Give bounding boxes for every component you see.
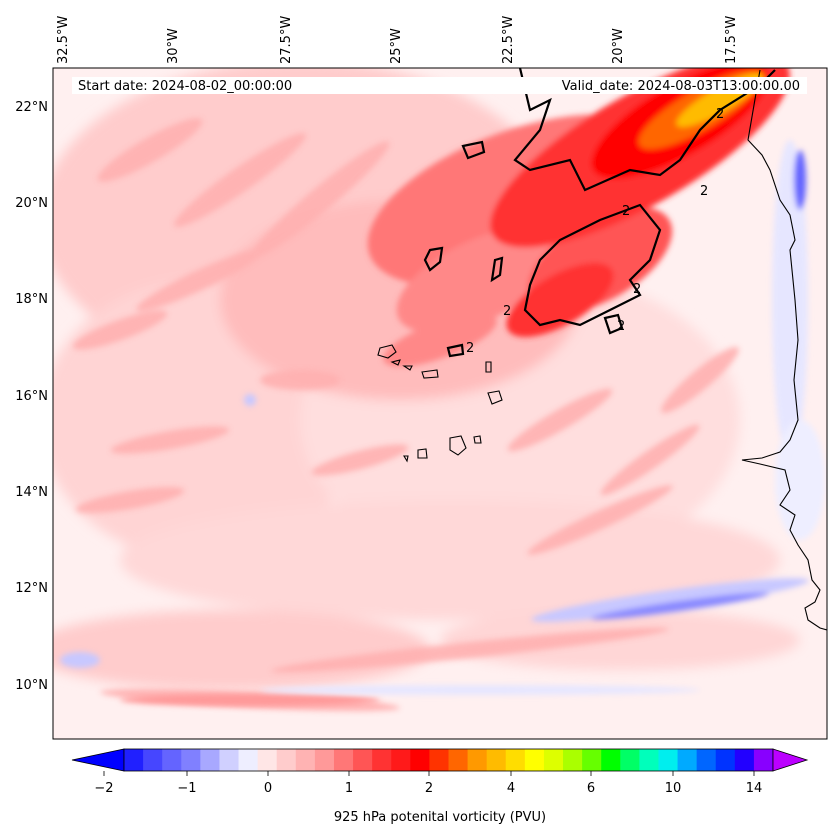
- colorbar-segment: [505, 749, 526, 771]
- lat-label: 22°N: [15, 100, 48, 115]
- colorbar-segment: [448, 749, 469, 771]
- colorbar-segment: [753, 749, 774, 771]
- lat-label: 14°N: [15, 485, 48, 500]
- colorbar-tick-label: 1: [345, 781, 353, 796]
- lat-label: 18°N: [15, 292, 48, 307]
- colorbar-tick-label: 10: [665, 781, 682, 796]
- contour-label: 2: [466, 341, 474, 356]
- colorbar-segments: [123, 748, 774, 772]
- colorbar-segment: [429, 749, 449, 771]
- map-frame: [52, 67, 828, 740]
- colorbar-segment: [696, 749, 717, 771]
- colorbar-segment: [524, 749, 545, 771]
- colorbar-tick-label: −2: [94, 781, 113, 796]
- colorbar-segment: [200, 749, 220, 771]
- contour-label: 2: [617, 319, 625, 334]
- colorbar-segment: [124, 749, 144, 771]
- valid-date-label: Valid_date: 2024-08-03T13:00:00.00: [562, 79, 800, 94]
- contour-label: 2: [716, 107, 724, 122]
- colorbar-tick-label: 0: [264, 781, 272, 796]
- pv-2-contours: [423, 68, 776, 358]
- colorbar-segment: [715, 749, 736, 771]
- colorbar-tick-label: −1: [177, 781, 196, 796]
- colorbar-tick-label: 4: [507, 781, 515, 796]
- lon-label: 30°W: [166, 28, 181, 64]
- lat-label: 10°N: [15, 678, 48, 693]
- colorbar-tick-label: 2: [425, 781, 433, 796]
- coastline: [741, 69, 827, 631]
- colorbar-tick-label: 6: [587, 781, 595, 796]
- colorbar-segment: [658, 749, 679, 771]
- contour-labels: 2 2 2 2 2 2 2: [466, 107, 724, 356]
- colorbar-segment: [333, 749, 354, 771]
- longitude-labels: 32.5°W 30°W 27.5°W 25°W 22.5°W 20°W 17.5…: [56, 16, 739, 64]
- colorbar-segment: [486, 749, 507, 771]
- colorbar-segment: [391, 749, 411, 771]
- colorbar-segment: [162, 749, 182, 771]
- colorbar-segment: [601, 749, 621, 771]
- colorbar-segment: [372, 749, 392, 771]
- colorbar-segment: [543, 749, 564, 771]
- start-date-label: Start date: 2024-08-02_00:00:00: [78, 79, 292, 94]
- lon-label: 27.5°W: [279, 16, 294, 64]
- colorbar-segment: [620, 749, 640, 771]
- colorbar-segment: [219, 749, 240, 771]
- colorbar-segment: [295, 749, 316, 771]
- colorbar-segment: [353, 749, 373, 771]
- pv-field-waves: [72, 118, 739, 712]
- lon-label: 17.5°W: [724, 16, 739, 64]
- map-panel: 2 2 2 2 2 2 2: [53, 68, 827, 739]
- colorbar-ticks: −2 −1 0 1 2 4 6 10 14: [94, 771, 762, 796]
- colorbar-max-extend: [772, 748, 809, 772]
- lat-label: 20°N: [15, 196, 48, 211]
- latitude-labels: 22°N 20°N 18°N 16°N 14°N 12°N 10°N: [15, 100, 48, 693]
- colorbar-segment: [257, 749, 278, 771]
- island-outlines: [377, 344, 503, 463]
- colorbar-segment: [582, 749, 602, 771]
- colorbar-segment: [238, 749, 259, 771]
- colorbar-segment: [410, 749, 430, 771]
- colorbar-min-extend: [71, 748, 125, 772]
- contour-label: 2: [622, 204, 630, 219]
- colorbar-segment: [467, 749, 488, 771]
- colorbar-tick-label: 14: [746, 781, 763, 796]
- lat-label: 16°N: [15, 389, 48, 404]
- lat-label: 12°N: [15, 581, 48, 596]
- contour-label: 2: [503, 304, 511, 319]
- colorbar-segment: [143, 749, 163, 771]
- colorbar-segment: [181, 749, 201, 771]
- colorbar: −2 −1 0 1 2 4 6 10 14: [71, 748, 809, 796]
- lon-label: 20°W: [611, 28, 626, 64]
- colorbar-segment: [677, 749, 698, 771]
- lon-label: 32.5°W: [56, 16, 71, 64]
- colorbar-segment: [563, 749, 583, 771]
- colorbar-segment: [314, 749, 335, 771]
- header-strip: [72, 77, 807, 94]
- contour-label: 2: [633, 282, 641, 297]
- lon-label: 22.5°W: [501, 16, 516, 64]
- colorbar-segment: [276, 749, 297, 771]
- contour-label: 2: [700, 184, 708, 199]
- colorbar-title: 925 hPa potenital vorticity (PVU): [334, 810, 546, 825]
- colorbar-segment: [639, 749, 659, 771]
- lon-label: 25°W: [389, 28, 404, 64]
- colorbar-segment: [734, 749, 755, 771]
